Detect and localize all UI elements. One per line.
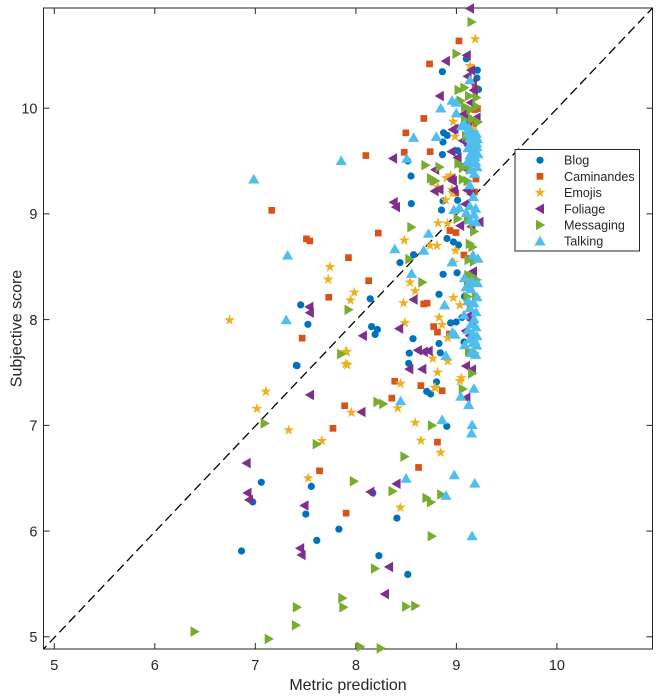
svg-text:7: 7 — [251, 658, 259, 674]
svg-text:10: 10 — [21, 101, 37, 117]
svg-text:Emojis: Emojis — [564, 186, 602, 200]
svg-text:8: 8 — [352, 658, 360, 674]
svg-text:9: 9 — [452, 658, 460, 674]
svg-text:6: 6 — [29, 524, 37, 540]
svg-text:Metric prediction: Metric prediction — [289, 677, 406, 694]
svg-text:10: 10 — [549, 658, 565, 674]
svg-text:5: 5 — [29, 630, 37, 646]
svg-text:8: 8 — [29, 313, 37, 329]
svg-text:Caminandes: Caminandes — [564, 170, 635, 184]
svg-text:Foliage: Foliage — [564, 202, 605, 216]
svg-text:Messaging: Messaging — [564, 219, 625, 233]
svg-text:Subjective score: Subjective score — [9, 270, 26, 387]
svg-text:5: 5 — [50, 658, 58, 674]
svg-text:6: 6 — [151, 658, 159, 674]
svg-text:7: 7 — [29, 419, 37, 435]
svg-text:9: 9 — [29, 207, 37, 223]
svg-text:Blog: Blog — [564, 154, 589, 168]
svg-text:Talking: Talking — [564, 235, 603, 249]
